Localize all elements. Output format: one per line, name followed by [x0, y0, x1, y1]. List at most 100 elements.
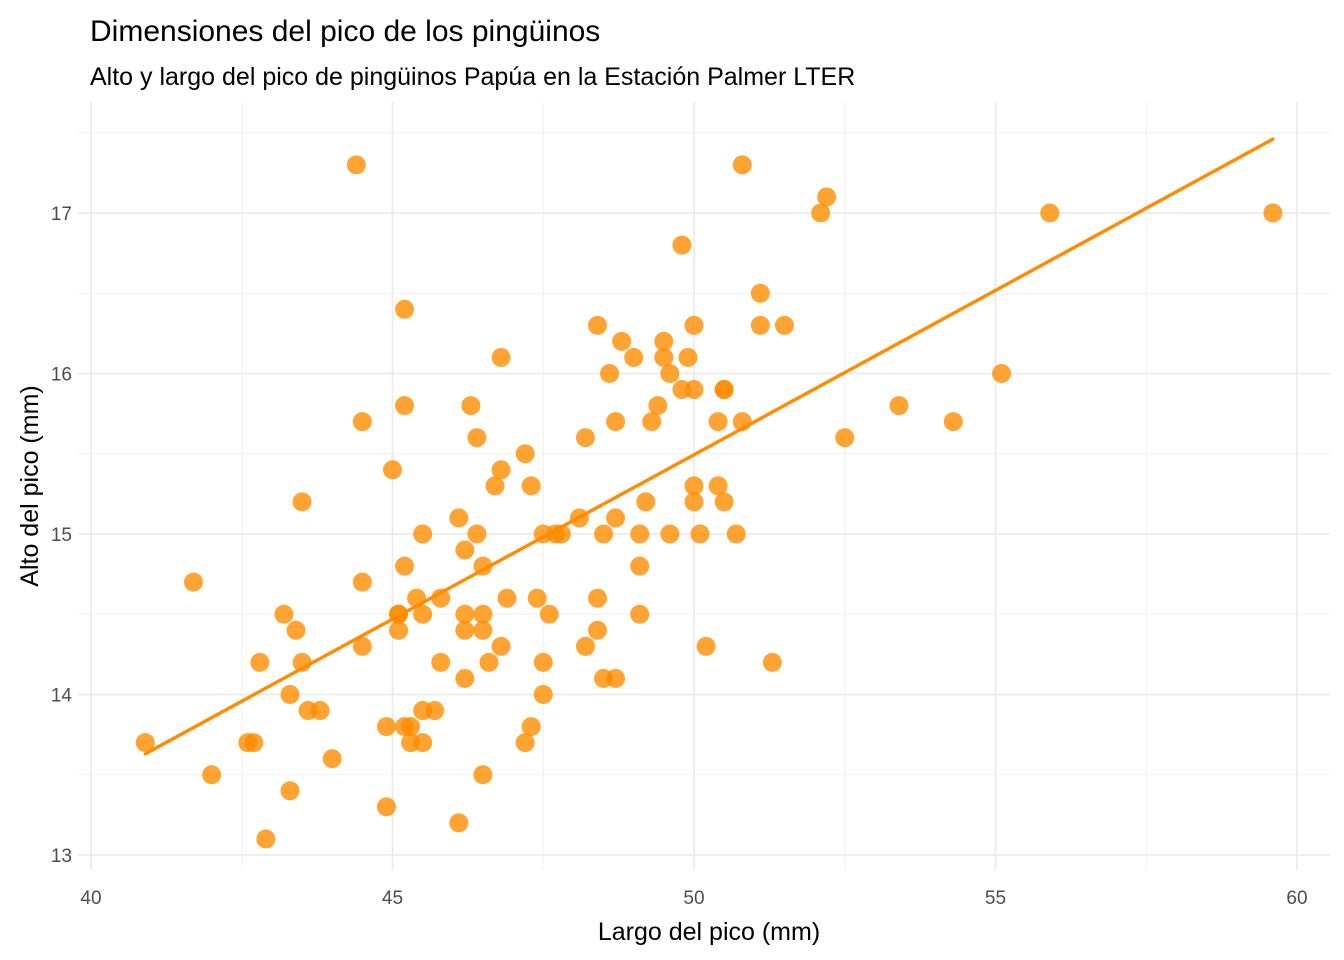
x-tick-label: 45: [382, 888, 403, 909]
data-point: [425, 701, 445, 721]
data-point: [395, 556, 415, 576]
data-point: [714, 380, 734, 400]
data-point: [575, 428, 595, 448]
data-point: [732, 155, 752, 175]
data-point: [455, 604, 475, 624]
trend-line: [143, 137, 1275, 756]
y-tick-label: 15: [51, 525, 72, 546]
data-point: [250, 652, 270, 672]
data-point: [750, 315, 770, 335]
data-point: [835, 428, 855, 448]
x-tick-label: 50: [683, 888, 704, 909]
data-point: [630, 556, 650, 576]
data-point: [256, 829, 276, 849]
data-point: [630, 604, 650, 624]
y-axis-ticks: 13 14 15 16 17: [51, 204, 73, 867]
data-point: [455, 620, 475, 640]
data-point: [696, 636, 716, 656]
data-point: [274, 604, 294, 624]
grid: [78, 102, 1330, 870]
data-point: [449, 813, 469, 833]
data-point: [244, 733, 264, 753]
data-point: [606, 668, 626, 688]
data-point: [1263, 203, 1283, 223]
data-point: [413, 524, 433, 544]
data-point: [943, 412, 963, 432]
data-point: [346, 155, 366, 175]
data-point: [202, 765, 222, 785]
data-point: [395, 396, 415, 416]
data-point: [352, 572, 372, 592]
data-point: [455, 668, 475, 688]
data-point: [732, 412, 752, 432]
data-point: [286, 620, 306, 640]
data-point: [135, 733, 155, 753]
data-point: [630, 524, 650, 544]
data-point: [473, 620, 493, 640]
data-point: [467, 524, 487, 544]
data-point: [521, 717, 541, 737]
data-point: [588, 588, 608, 608]
data-point: [714, 492, 734, 512]
data-point: [551, 524, 571, 544]
data-point: [292, 652, 312, 672]
data-point: [479, 652, 499, 672]
x-tick-label: 40: [80, 888, 101, 909]
data-point: [473, 765, 493, 785]
x-axis-ticks: 40 45 50 55 60: [80, 888, 1307, 909]
y-axis-title: Alto del pico (mm): [16, 385, 44, 586]
data-point: [395, 299, 415, 319]
data-point: [636, 492, 656, 512]
data-point: [533, 652, 553, 672]
data-point: [389, 604, 409, 624]
data-point: [594, 524, 614, 544]
data-point: [889, 396, 909, 416]
data-point: [708, 476, 728, 496]
data-point: [654, 347, 674, 367]
data-point: [413, 604, 433, 624]
data-point: [352, 636, 372, 656]
data-point: [684, 380, 704, 400]
data-point: [569, 508, 589, 528]
data-point: [1040, 203, 1060, 223]
data-point: [642, 412, 662, 432]
data-point: [750, 283, 770, 303]
data-point: [762, 652, 782, 672]
x-tick-label: 55: [985, 888, 1006, 909]
trend-line-layer: [143, 137, 1275, 756]
chart-subtitle: Alto y largo del pico de pingüinos Papúa…: [90, 63, 855, 91]
data-point: [389, 620, 409, 640]
data-point: [467, 428, 487, 448]
data-point: [811, 203, 831, 223]
data-point: [376, 717, 396, 737]
data-point: [292, 492, 312, 512]
data-point: [533, 685, 553, 704]
data-point: [992, 364, 1012, 383]
data-point: [660, 524, 680, 544]
data-point: [600, 364, 620, 383]
data-point: [515, 733, 535, 753]
data-point: [774, 315, 794, 335]
data-point: [684, 492, 704, 512]
data-point: [431, 652, 451, 672]
data-point: [624, 347, 644, 367]
data-point: [485, 476, 505, 496]
data-point: [684, 476, 704, 496]
data-point: [606, 508, 626, 528]
data-point: [726, 524, 746, 544]
data-point: [588, 620, 608, 640]
data-point: [280, 685, 300, 704]
data-point: [491, 636, 511, 656]
data-point: [588, 315, 608, 335]
data-point: [491, 460, 511, 480]
y-tick-label: 17: [51, 204, 72, 225]
data-point: [527, 588, 547, 608]
data-point: [401, 717, 421, 737]
data-point: [612, 331, 632, 351]
chart-title: Dimensiones del pico de los pingüinos: [90, 15, 600, 48]
data-point: [672, 235, 692, 255]
x-axis-title: Largo del pico (mm): [598, 918, 820, 946]
data-point: [310, 701, 330, 721]
